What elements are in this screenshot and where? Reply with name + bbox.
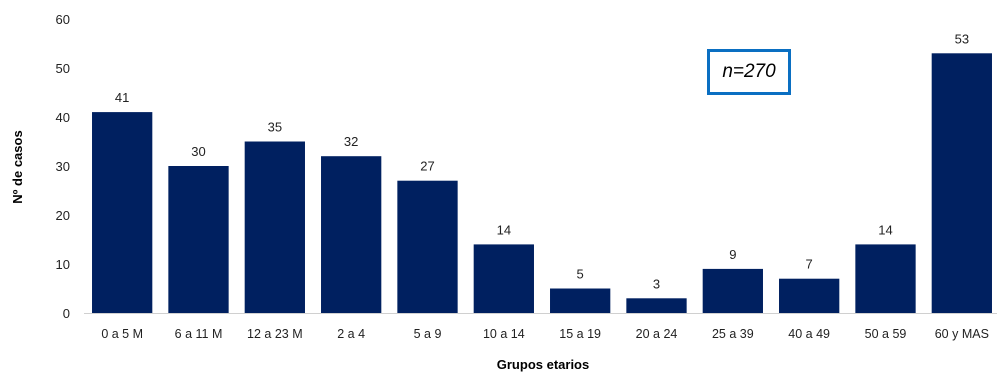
y-tick-label: 40 [56,110,70,125]
sample-size-annotation: n=270 [707,49,791,95]
data-label: 9 [729,247,736,262]
bar [397,181,457,313]
data-label: 53 [955,31,969,46]
bar [550,289,610,314]
data-label: 27 [420,159,434,174]
bar [779,279,839,313]
y-tick-label: 30 [56,159,70,174]
y-axis-title: Nº de casos [10,130,25,203]
y-tick-label: 10 [56,257,70,272]
data-label: 14 [497,222,511,237]
x-tick-label: 2 a 4 [337,327,365,341]
x-tick-label: 20 a 24 [636,327,678,341]
x-tick-label: 50 a 59 [865,327,907,341]
x-tick-label: 40 a 49 [788,327,830,341]
x-tick-label: 60 y MAS [935,327,989,341]
data-label: 30 [191,144,205,159]
data-label: 41 [115,90,129,105]
x-tick-label: 0 a 5 M [101,327,143,341]
x-axis-title: Grupos etarios [497,357,589,372]
y-axis-ticks: 0 10 20 30 40 50 60 [56,12,70,321]
x-tick-label: 6 a 11 M [175,327,223,341]
x-tick-label: 10 a 14 [483,327,525,341]
y-tick-label: 20 [56,208,70,223]
bar [245,142,305,314]
data-label: 35 [268,120,282,135]
data-label: 14 [878,222,892,237]
y-tick-label: 0 [63,306,70,321]
data-label: 7 [806,257,813,272]
x-tick-label: 12 a 23 M [247,327,303,341]
x-tick-label: 25 a 39 [712,327,754,341]
bar [626,298,686,313]
bar [855,244,915,313]
data-label: 5 [577,267,584,282]
bar [703,269,763,313]
y-tick-label: 50 [56,61,70,76]
bar [932,53,992,313]
x-tick-label: 5 a 9 [414,327,442,341]
x-tick-label: 15 a 19 [559,327,601,341]
data-label: 32 [344,134,358,149]
bar [168,166,228,313]
y-tick-label: 60 [56,12,70,27]
bar [474,244,534,313]
bar [321,156,381,313]
x-axis-ticks: 0 a 5 M 6 a 11 M 12 a 23 M 2 a 4 5 a 9 10 a 1… [101,327,989,341]
bar [92,112,152,313]
bars [92,53,992,313]
data-label: 3 [653,276,660,291]
